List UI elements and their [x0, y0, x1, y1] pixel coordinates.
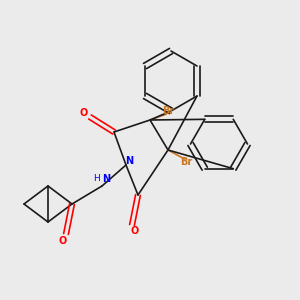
- Text: O: O: [131, 226, 139, 236]
- Text: N: N: [125, 155, 133, 166]
- Text: O: O: [59, 236, 67, 247]
- Text: H: H: [93, 174, 99, 183]
- Text: N: N: [102, 173, 111, 184]
- Text: Br: Br: [180, 157, 192, 167]
- Text: Br: Br: [162, 106, 174, 116]
- Text: O: O: [80, 107, 88, 118]
